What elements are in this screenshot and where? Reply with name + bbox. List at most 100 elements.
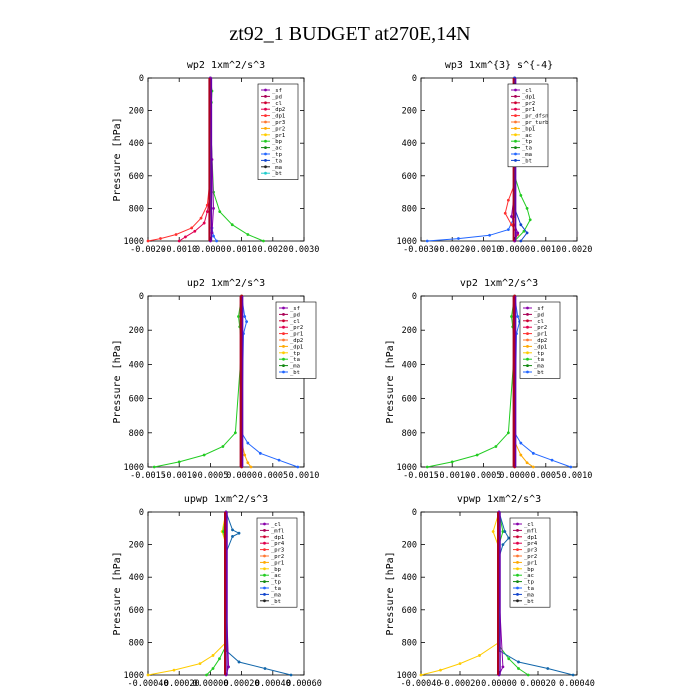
plot-frame [420, 77, 578, 242]
legend-entry: _ac [272, 146, 282, 152]
x-tick-label: -0.0005 [192, 471, 228, 481]
y-tick-label: 600 [129, 606, 144, 616]
legend-entry: _tp [272, 152, 282, 158]
legend-marker [514, 152, 517, 156]
legend-entry: _dp2 [272, 107, 285, 113]
x-tick-label: 0.00000 [481, 679, 517, 689]
legend-entry: _pd [534, 312, 544, 318]
legend-entry: _ac [522, 133, 532, 139]
data-point [503, 211, 507, 215]
data-point [510, 215, 513, 218]
y-tick-label: 600 [129, 172, 144, 182]
data-point [246, 461, 250, 465]
legend-marker [526, 345, 529, 348]
data-point [546, 667, 550, 670]
legend-marker [282, 357, 285, 361]
legend-entry: _dp1 [534, 344, 547, 350]
data-point [212, 234, 215, 238]
legend: _cl_dp1_pr2_pr1_pr_dfsn_pr_turb_bp1_ac_t… [507, 83, 549, 168]
chart-panel-6: vpwp 1xm^2/s^3 0 200 400 600 800 1000-0.00040-… [385, 494, 595, 689]
data-point [519, 193, 523, 197]
legend-marker [282, 338, 285, 342]
legend-entry: _cl [524, 522, 534, 528]
data-point [519, 223, 523, 227]
legend-marker [282, 325, 285, 329]
legend-entry: _ac [524, 573, 534, 579]
legend-entry: _bt [524, 599, 534, 605]
legend-marker [263, 593, 266, 596]
legend-marker [264, 171, 267, 175]
chart-panel-5: upwp 1xm^2/s^3 0 200 400 600 800 1000-0.00040-… [112, 494, 322, 689]
x-tick-label: -0.0030 [403, 245, 439, 255]
data-point [531, 451, 535, 455]
legend-marker [526, 332, 529, 335]
y-axis-label: Pressure [hPa] [385, 339, 396, 423]
data-point [516, 231, 520, 235]
legend-entry: _bp [524, 567, 534, 573]
x-tick-label: -0.0010 [161, 471, 197, 481]
y-axis-label: Pressure [hPa] [385, 551, 396, 635]
legend-marker [514, 126, 517, 130]
y-tick-label: 200 [402, 326, 417, 336]
legend-entry: _dp2 [290, 338, 303, 344]
data-point [425, 239, 429, 243]
data-point [237, 315, 240, 318]
x-tick-label: 0.0010 [289, 471, 320, 481]
x-tick-label: 0.0000 [226, 471, 257, 481]
data-point [550, 458, 554, 462]
series-line-dp2 [154, 295, 243, 468]
legend-entry: _pr2 [522, 101, 535, 107]
series-line-tp [427, 78, 516, 242]
legend: _cl_mfl_dp1_pr4_pr3_pr2_pr1_bp_ac_tp_ta_… [256, 517, 298, 608]
x-tick-label: -0.00020 [440, 679, 481, 689]
data-point [233, 431, 237, 435]
legend-entry: _tp [290, 351, 300, 357]
x-tick-label: 0.0020 [562, 245, 593, 255]
legend-entry: _bt [271, 599, 281, 605]
panel-title: wp3 1xm^{3} s^{-4} [445, 60, 553, 71]
x-tick-label: -0.0010 [465, 245, 501, 255]
legend-marker [516, 535, 519, 539]
legend-marker [514, 139, 517, 143]
figure-title: zt92_1 BUDGET at270E,14N [229, 23, 470, 45]
data-point [519, 239, 523, 243]
y-tick-label: 0 [139, 292, 144, 302]
legend-entry: _ac [271, 573, 281, 579]
data-point [571, 673, 575, 677]
y-axis-label: Pressure [hPa] [112, 339, 123, 423]
data-point [510, 223, 513, 227]
x-tick-label: 0.0010 [562, 471, 593, 481]
y-tick-label: 600 [402, 172, 417, 182]
legend-marker [264, 146, 267, 150]
data-point [263, 667, 267, 670]
legend-marker [263, 599, 266, 603]
legend-marker [516, 554, 519, 558]
data-point [221, 445, 225, 448]
x-tick-label: 0.0010 [226, 245, 257, 255]
data-point [249, 465, 253, 469]
legend-marker [514, 114, 517, 117]
data-point [262, 239, 265, 243]
legend-box [257, 83, 299, 180]
data-point [231, 528, 234, 532]
x-tick-label: 0.0010 [530, 245, 561, 255]
legend-entry: _ta [534, 357, 544, 363]
y-tick-label: 400 [402, 139, 417, 149]
legend-entry: _pr4 [271, 541, 285, 547]
legend: _sf_pd_cl_pr2_pr1_dp2_dp1_tp_ta_ma_bt [275, 301, 317, 379]
data-point [174, 233, 178, 236]
legend-marker [516, 567, 519, 571]
y-tick-label: 600 [402, 395, 417, 405]
legend-marker [263, 586, 266, 590]
y-tick-label: 800 [129, 638, 144, 648]
legend-marker [263, 529, 266, 532]
legend-marker [526, 313, 529, 316]
y-tick-label: 800 [402, 429, 417, 439]
legend-entry: _pr1 [271, 560, 284, 566]
legend-entry: _pd [272, 94, 282, 100]
data-point [517, 667, 520, 670]
legend-entry: _ma [522, 152, 532, 158]
data-point [205, 673, 208, 677]
y-tick-label: 0 [139, 508, 144, 518]
